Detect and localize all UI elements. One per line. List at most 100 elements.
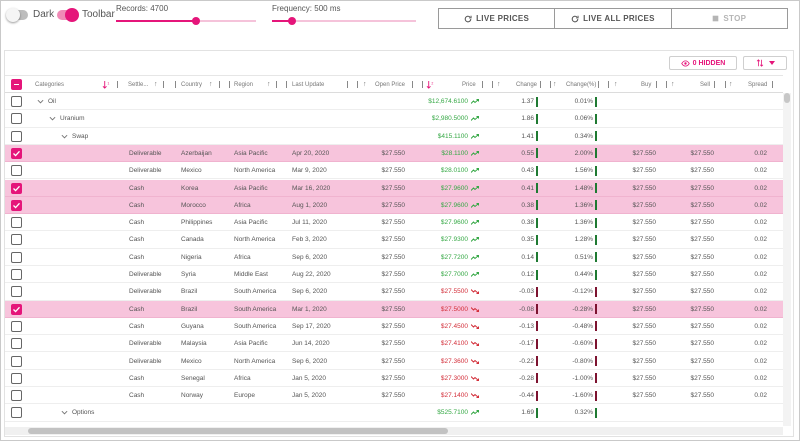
change-cell: 0.38 bbox=[521, 214, 538, 231]
row-checkbox[interactable] bbox=[11, 130, 22, 142]
table-row[interactable]: Deliverable Mexico North America Mar 9, 202… bbox=[5, 162, 783, 180]
table-row[interactable]: Deliverable Brazil South America Sep 6, 202… bbox=[5, 283, 783, 301]
table-row[interactable]: Deliverable Syria Middle East Aug 22, 2020 $… bbox=[5, 266, 783, 284]
price-cell: $27.9600 bbox=[441, 197, 479, 214]
spread-cell: 0.02 bbox=[754, 219, 767, 227]
group-change-pct: 0.06% bbox=[575, 110, 597, 127]
row-checkbox[interactable] bbox=[11, 320, 22, 332]
header-change[interactable]: Change bbox=[516, 81, 538, 88]
price-cell: $27.1400 bbox=[441, 387, 479, 404]
records-slider-thumb[interactable] bbox=[191, 17, 200, 25]
header-sell[interactable]: Sell bbox=[700, 81, 711, 88]
table-row[interactable]: Cash Philippines Asia Pacific Jul 11, 2020 $… bbox=[5, 214, 783, 232]
table-row[interactable]: Deliverable Malaysia Asia Pacific Jun 14, 2… bbox=[5, 335, 783, 353]
header-country[interactable]: Country bbox=[181, 81, 203, 88]
region-cell: Europe bbox=[234, 392, 255, 400]
header-categories-sort-icon[interactable]: 1 bbox=[102, 76, 111, 93]
row-checkbox[interactable] bbox=[11, 113, 22, 125]
row-checkbox[interactable] bbox=[11, 96, 22, 107]
header-buy[interactable]: Buy bbox=[641, 81, 652, 88]
chevron-down-icon[interactable] bbox=[37, 98, 44, 105]
region-cell: South America bbox=[234, 305, 277, 313]
frequency-slider-thumb[interactable] bbox=[288, 17, 297, 25]
table-row[interactable]: Cash Guyana South America Sep 17, 2020 $27.5… bbox=[5, 318, 783, 336]
buy-cell: $27.550 bbox=[632, 357, 657, 365]
table-row[interactable]: Cash Korea Asia Pacific Mar 16, 2020 $27.550… bbox=[5, 179, 783, 197]
vertical-scrollbar[interactable] bbox=[783, 93, 791, 426]
toolbar-switch[interactable] bbox=[57, 7, 79, 22]
region-cell: Africa bbox=[234, 201, 251, 209]
spread-cell: 0.02 bbox=[754, 322, 767, 330]
svg-text:2: 2 bbox=[431, 81, 433, 85]
header-price-sort-icon[interactable]: 2 bbox=[426, 76, 435, 93]
row-checkbox[interactable] bbox=[11, 217, 22, 229]
toolbar-toggle[interactable]: Toolbar bbox=[57, 7, 115, 22]
group-row[interactable]: Options $525.7100 1.69 0.32% bbox=[5, 404, 783, 422]
table-row[interactable]: Cash Canada North America Feb 3, 2020 $27.55… bbox=[5, 231, 783, 249]
row-checkbox[interactable] bbox=[11, 165, 22, 177]
trend-up-icon bbox=[471, 220, 479, 225]
sorting-button[interactable] bbox=[743, 56, 787, 70]
stop-button[interactable]: STOP bbox=[670, 9, 787, 28]
row-checkbox[interactable] bbox=[11, 286, 22, 298]
price-cell: $27.7200 bbox=[441, 249, 479, 266]
live-controls: LIVE PRICES LIVE ALL PRICES STOP bbox=[438, 8, 788, 29]
records-slider[interactable] bbox=[116, 16, 256, 26]
dark-toggle[interactable]: Dark bbox=[6, 7, 54, 22]
live-all-prices-button[interactable]: LIVE ALL PRICES bbox=[554, 9, 670, 28]
price-cell: $28.0100 bbox=[441, 162, 479, 179]
dark-switch[interactable] bbox=[6, 7, 28, 22]
row-checkbox[interactable] bbox=[11, 407, 22, 419]
table-row[interactable]: Deliverable Mexico North America Sep 6, 202… bbox=[5, 353, 783, 370]
table-row[interactable]: Cash Norway Europe Jan 5, 2020 $27.550 $27.14… bbox=[5, 387, 783, 405]
hidden-columns-button[interactable]: 0 HIDDEN bbox=[669, 56, 737, 70]
select-all-checkbox[interactable] bbox=[11, 79, 22, 90]
trend-up-icon bbox=[471, 168, 479, 174]
trend-down-icon bbox=[471, 358, 479, 364]
row-checkbox[interactable] bbox=[11, 199, 22, 211]
header-settlement[interactable]: Settle... bbox=[128, 81, 149, 88]
settlement-cell: Cash bbox=[129, 305, 145, 313]
row-checkbox[interactable] bbox=[11, 269, 22, 280]
table-row[interactable]: Cash Nigeria Africa Sep 6, 2020 $27.550 $27.7… bbox=[5, 249, 783, 266]
table-row[interactable]: Deliverable Azerbaijan Asia Pacific Apr 20,… bbox=[5, 144, 783, 163]
chevron-down-icon[interactable] bbox=[49, 115, 56, 122]
change-pct-cell: 1.36% bbox=[575, 214, 597, 231]
trend-up-icon bbox=[471, 272, 479, 277]
header-change-pct[interactable]: Change(%) bbox=[566, 81, 597, 88]
header-region[interactable]: Region bbox=[234, 81, 254, 88]
table-row[interactable]: Cash Brazil South America Mar 1, 2020 $27.55… bbox=[5, 300, 783, 318]
price-cell: $27.7000 bbox=[441, 266, 479, 283]
header-categories[interactable]: Categories bbox=[35, 81, 65, 88]
settlement-cell: Deliverable bbox=[129, 271, 162, 278]
table-row[interactable]: Cash Morocco Africa Aug 1, 2020 $27.550 $27.9… bbox=[5, 196, 783, 215]
group-row[interactable]: Uranium $2,980.5000 1.86 0.06% bbox=[5, 110, 783, 128]
price-cell: $27.5000 bbox=[441, 301, 479, 318]
chevron-down-icon[interactable] bbox=[61, 409, 68, 416]
frequency-slider[interactable] bbox=[272, 16, 416, 26]
row-checkbox[interactable] bbox=[11, 390, 22, 402]
live-prices-button[interactable]: LIVE PRICES bbox=[439, 9, 554, 28]
row-checkbox[interactable] bbox=[11, 182, 22, 194]
row-checkbox[interactable] bbox=[11, 355, 22, 367]
header-last-update[interactable]: Last Update bbox=[292, 81, 325, 88]
header-price[interactable]: Price bbox=[462, 81, 476, 88]
region-cell: Africa bbox=[234, 374, 251, 382]
row-checkbox[interactable] bbox=[11, 372, 22, 384]
group-row[interactable]: Oil $12,674.6100 1.37 0.01% bbox=[5, 93, 783, 111]
table-row[interactable]: Cash Senegal Africa Jan 5, 2020 $27.550 $27.3… bbox=[5, 370, 783, 388]
trend-down-icon bbox=[471, 375, 479, 381]
chevron-down-icon[interactable] bbox=[61, 133, 68, 140]
row-checkbox[interactable] bbox=[11, 234, 22, 246]
row-checkbox[interactable] bbox=[11, 303, 22, 315]
horizontal-scrollbar[interactable] bbox=[5, 427, 783, 435]
row-checkbox[interactable] bbox=[11, 147, 22, 159]
group-row[interactable]: Swap $415.1100 1.41 0.34% bbox=[5, 128, 783, 145]
row-checkbox[interactable] bbox=[11, 338, 22, 350]
change-cell: -0.13 bbox=[519, 318, 538, 335]
last-update-cell: Jan 5, 2020 bbox=[292, 374, 326, 382]
header-open-price[interactable]: Open Price bbox=[375, 81, 406, 88]
svg-text:1: 1 bbox=[107, 81, 109, 85]
header-spread[interactable]: Spread bbox=[748, 81, 768, 88]
row-checkbox[interactable] bbox=[11, 251, 22, 263]
